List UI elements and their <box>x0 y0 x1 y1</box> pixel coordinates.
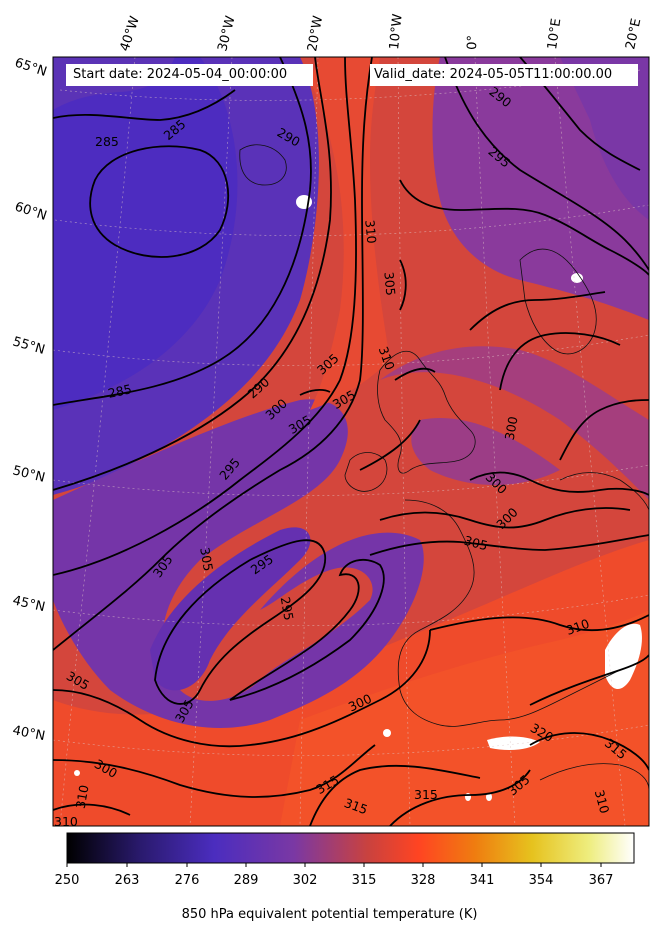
contour-285-closed <box>89 145 230 258</box>
latitude-label-55n: 55°N <box>11 334 47 357</box>
temperature-field: 285 285 285 290 290 295 290 295 300 310 … <box>53 57 649 829</box>
contour-label: 310 <box>362 219 379 244</box>
field-england-cool <box>411 418 560 485</box>
longitude-label-40w: 40°W <box>118 14 143 53</box>
start-date-label: Start date: 2024-05-04_00:00:00 <box>66 64 313 86</box>
map-frame <box>52 56 650 827</box>
contour-label: 295 <box>278 596 297 622</box>
missing-norway <box>571 273 583 283</box>
longitude-label-10w: 10°W <box>387 13 406 50</box>
field-cold-tongue <box>53 399 424 729</box>
field-coldest-west <box>53 57 238 410</box>
longitude-labels: 40°W 30°W 20°W 10°W 0° 10°E 20°E <box>118 13 645 53</box>
colorbar-tick-label: 276 <box>175 873 200 888</box>
latitude-label-60n: 60°N <box>13 200 49 224</box>
contour-label: 285 <box>107 381 133 401</box>
longitude-label-10e: 10°E <box>545 18 564 51</box>
longitude-label-20e: 20°E <box>623 17 644 51</box>
contour-label: 310 <box>73 784 92 810</box>
valid-date-label: Valid_date: 2024-05-05T11:00:00.00 <box>370 64 638 86</box>
colorbar-tick-label: 250 <box>55 873 80 888</box>
contour-label: 305 <box>197 546 216 572</box>
field-warm-ridge <box>310 57 390 410</box>
missing-atlas <box>487 736 540 750</box>
contour-label: 310 <box>54 814 78 829</box>
graticule <box>53 57 649 826</box>
field-hot-med <box>280 610 649 826</box>
coastlines <box>239 144 649 791</box>
latitude-label-65n: 65°N <box>13 56 49 80</box>
colorbar-tick-label: 367 <box>589 873 614 888</box>
colorbar-tick-label: 354 <box>529 873 554 888</box>
colorbar-tick-label: 289 <box>234 873 259 888</box>
contour-label: 305 <box>463 533 490 554</box>
longitude-label-20w: 20°W <box>305 15 326 53</box>
latitude-labels: 65°N 60°N 55°N 50°N 45°N 40°N <box>11 56 49 745</box>
colorbar-ticks: 250 263 276 289 302 315 328 341 354 367 <box>55 863 614 888</box>
longitude-label-30w: 30°W <box>215 14 238 53</box>
contours <box>53 57 649 826</box>
longitude-label-0: 0° <box>465 35 481 50</box>
colorbar-tick-label: 328 <box>411 873 436 888</box>
colorbar <box>66 832 635 864</box>
latitude-label-40n: 40°N <box>11 723 46 744</box>
contour-label: 300 <box>502 415 521 441</box>
contour-label: 285 <box>95 134 119 149</box>
field-far-north-east <box>560 57 649 220</box>
latitude-label-50n: 50°N <box>11 463 46 485</box>
field-tongue-core <box>150 527 311 691</box>
colorbar-title: 850 hPa equivalent potential temperature… <box>181 907 478 922</box>
colorbar-tick-label: 341 <box>470 873 495 888</box>
field-central-europe <box>380 346 649 500</box>
latitude-label-45n: 45°N <box>11 593 46 615</box>
contour-label: 310 <box>592 788 613 815</box>
colorbar-tick-label: 315 <box>352 873 377 888</box>
contour-label: 315 <box>414 787 438 802</box>
colorbar-tick-label: 263 <box>115 873 140 888</box>
colorbar-tick-label: 302 <box>293 873 318 888</box>
contour-label: 305 <box>381 271 398 296</box>
